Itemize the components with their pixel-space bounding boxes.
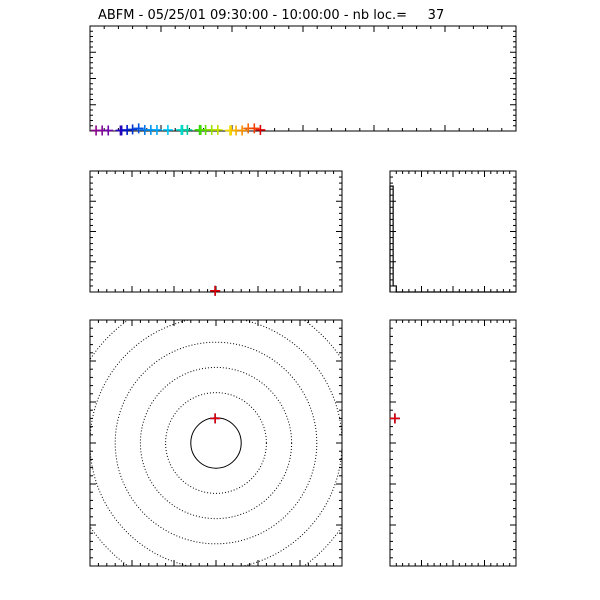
data-point xyxy=(237,125,248,136)
ticks xyxy=(89,25,517,132)
data-point xyxy=(162,124,173,135)
ticks xyxy=(389,319,517,567)
axes-frame xyxy=(389,170,517,293)
data-point xyxy=(249,123,260,134)
data-point xyxy=(103,125,114,136)
range-ring xyxy=(139,366,293,520)
panel-x-height xyxy=(89,170,343,296)
data-point xyxy=(133,123,144,134)
axes-frame xyxy=(89,319,343,567)
ticks xyxy=(389,170,517,293)
ticks xyxy=(89,170,343,293)
histogram-line xyxy=(389,185,516,293)
range-rings xyxy=(90,320,342,566)
axes-frame xyxy=(89,25,517,132)
data-point xyxy=(212,124,223,135)
range-ring xyxy=(90,320,342,566)
range-ring xyxy=(90,320,342,566)
range-ring xyxy=(165,392,267,494)
axes-frame xyxy=(389,319,517,567)
figure-title: ABFM - 05/25/01 09:30:00 - 10:00:00 - nb… xyxy=(98,8,444,23)
data-point xyxy=(127,124,138,135)
range-ring xyxy=(114,341,318,545)
panel-height-histogram xyxy=(389,170,517,293)
panel-height-y xyxy=(389,319,517,567)
data-point xyxy=(210,413,221,424)
panel-time-height xyxy=(89,25,517,136)
axes-layer xyxy=(89,25,517,567)
ticks xyxy=(89,319,343,567)
data-point xyxy=(151,124,162,135)
range-ring xyxy=(190,417,242,469)
axes-frame xyxy=(89,170,343,293)
panel-plan-view xyxy=(89,319,343,567)
data-point xyxy=(255,124,266,135)
data-point xyxy=(389,413,400,424)
data-point xyxy=(210,285,221,296)
data-point xyxy=(182,124,193,135)
